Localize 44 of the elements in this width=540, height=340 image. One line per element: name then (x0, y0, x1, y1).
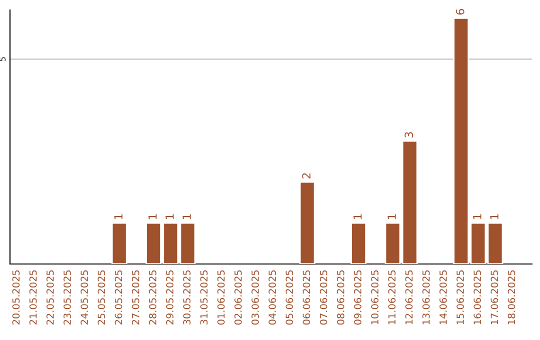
x-tick-label: 06.06.2025 (302, 270, 310, 325)
data-label: 1 (354, 214, 362, 220)
bar (350, 222, 367, 264)
x-tick-label: 10.06.2025 (371, 270, 378, 324)
x-tick-label: 17.06.2025 (490, 270, 498, 324)
x-tick-label: 30.05.2025 (183, 270, 191, 324)
x-tick-label: 15.06.2025 (456, 270, 464, 324)
x-tick-label: 20.05.2025 (12, 270, 20, 325)
x-tick-label: 13.06.2025 (422, 270, 430, 324)
data-label: 1 (114, 214, 122, 220)
data-label: 3 (404, 132, 414, 138)
x-tick-label: 27.05.2025 (132, 270, 140, 325)
data-label: 1 (388, 214, 396, 220)
x-tick-label: 16.06.2025 (474, 270, 481, 324)
data-label: 1 (182, 214, 191, 220)
x-tick-label: 22.05.2025 (46, 270, 54, 325)
data-label: 6 (456, 9, 464, 15)
x-tick-label: 08.06.2025 (336, 270, 344, 325)
x-tick-label: 25.05.2025 (98, 270, 106, 325)
data-label: 1 (473, 214, 482, 220)
data-label: 2 (302, 173, 310, 178)
bar (299, 181, 316, 264)
x-tick-label: 24.05.2025 (80, 270, 88, 325)
x-tick-label: 28.05.2025 (148, 270, 156, 325)
x-tick-label: 09.06.2025 (354, 270, 362, 325)
bar (111, 222, 128, 264)
x-tick-label: 03.06.2025 (252, 270, 259, 325)
x-tick-label: 31.05.2025 (200, 270, 208, 324)
data-label: 1 (148, 214, 157, 220)
x-tick-label: 12.06.2025 (405, 270, 413, 324)
x-tick-label: 01.06.2025 (217, 270, 225, 325)
x-tick-label: 02.06.2025 (234, 270, 242, 325)
data-label: 1 (166, 214, 174, 220)
x-tick-label: 23.05.2025 (64, 270, 71, 325)
x-tick-label: 29.05.2025 (166, 270, 174, 325)
x-tick-label: 07.06.2025 (320, 270, 328, 325)
x-tick-label: 21.05.2025 (29, 270, 37, 325)
x-tick-label: 18.06.2025 (508, 270, 516, 324)
data-label: 1 (490, 214, 498, 220)
x-tick-label: 11.06.2025 (388, 270, 396, 324)
x-tick-label: 04.06.2025 (268, 270, 276, 325)
x-tick-label: 05.06.2025 (286, 270, 294, 325)
x-tick-label: 26.05.2025 (114, 270, 122, 325)
x-tick-label: 14.06.2025 (439, 270, 447, 324)
